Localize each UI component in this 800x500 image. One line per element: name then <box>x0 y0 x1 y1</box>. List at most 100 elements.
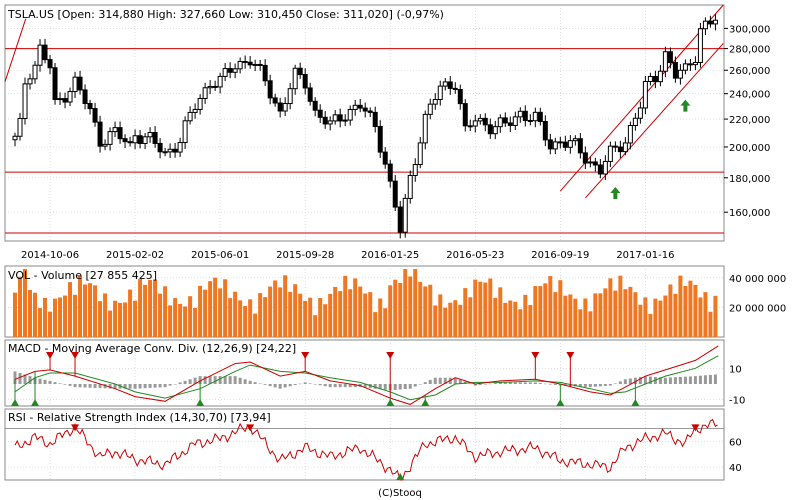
volume-bar <box>583 298 588 337</box>
candle-body <box>132 135 138 144</box>
candle-body <box>457 88 463 105</box>
macd-histogram-bar <box>613 383 617 384</box>
sell-signal-icon <box>71 424 80 432</box>
candle-body <box>267 80 273 99</box>
candle-body <box>422 113 428 144</box>
candle-body <box>657 70 663 83</box>
macd-histogram-bar <box>588 384 592 388</box>
candle-body <box>462 103 468 127</box>
macd-histogram-bar <box>468 383 472 385</box>
macd-histogram-bar <box>293 384 297 385</box>
volume-bar <box>53 298 58 337</box>
candle-body <box>442 81 448 87</box>
candle-body <box>192 108 198 113</box>
macd-histogram-bar <box>213 376 217 384</box>
volume-bar <box>403 268 408 337</box>
volume-bar <box>328 293 333 337</box>
macd-histogram-bar <box>68 384 72 386</box>
candle-body <box>202 87 208 99</box>
buy-signal-icon <box>556 399 565 406</box>
volume-bar <box>518 309 523 337</box>
candle-body <box>147 132 153 138</box>
sell-signal-icon <box>246 424 255 432</box>
volume-bar <box>443 307 448 337</box>
volume-bar <box>333 286 338 337</box>
macd-histogram-bar <box>318 384 322 386</box>
volume-bar <box>203 289 208 337</box>
volume-bar <box>623 289 628 337</box>
volume-bar <box>538 286 543 337</box>
volume-bar <box>68 282 73 337</box>
macd-histogram-bar <box>23 374 27 384</box>
macd-histogram-bar <box>473 384 477 386</box>
macd-histogram-bar <box>383 384 387 390</box>
sell-signal-icon <box>566 352 575 359</box>
x-tick-label: 2017-01-16 <box>616 250 674 261</box>
candle-body <box>57 98 63 101</box>
macd-histogram-bar <box>338 384 342 388</box>
price-y-tick-label: 160,000 <box>729 208 770 219</box>
candle-body <box>667 51 673 64</box>
candle-body <box>197 97 203 110</box>
volume-bar <box>183 306 188 337</box>
macd-histogram-bar <box>83 384 87 388</box>
macd-histogram-bar <box>153 384 157 388</box>
macd-histogram-bar <box>128 384 132 389</box>
price-y-tick-label: 280,000 <box>729 45 770 56</box>
x-tick-label: 2016-05-23 <box>446 250 504 261</box>
candle-body <box>212 85 218 88</box>
candle-body <box>437 85 443 101</box>
macd-histogram-bar <box>13 371 17 384</box>
volume-bar <box>533 286 538 337</box>
candle-body <box>582 152 588 164</box>
candle-body <box>62 98 68 103</box>
volume-bar <box>163 286 168 337</box>
volume-y-tick-label: 40 000 000 <box>729 274 786 285</box>
macd-histogram-bar <box>183 380 187 384</box>
macd-histogram-bar <box>258 383 262 384</box>
volume-bar <box>323 304 328 337</box>
candle-body <box>12 135 18 141</box>
volume-bar <box>233 291 238 337</box>
macd-histogram-bar <box>263 384 267 385</box>
volume-bar <box>278 287 283 337</box>
macd-histogram-bar <box>78 384 82 388</box>
candle-body <box>617 146 623 153</box>
candle-body <box>547 139 553 150</box>
candle-body <box>142 136 148 144</box>
macd-histogram-bar <box>198 376 202 384</box>
volume-bar <box>633 292 638 337</box>
macd-histogram-bar <box>308 383 312 384</box>
macd-histogram-bar <box>538 383 542 384</box>
volume-bar <box>83 284 88 337</box>
volume-bar <box>138 279 143 337</box>
volume-bar <box>363 293 368 337</box>
macd-histogram-bar <box>273 384 277 388</box>
volume-bar <box>113 300 118 337</box>
candle-body <box>67 91 73 103</box>
candle-body <box>177 142 183 153</box>
rsi-line <box>14 418 718 481</box>
candle-body <box>397 206 403 233</box>
macd-histogram-bar <box>38 378 42 384</box>
macd-histogram-bar <box>598 384 602 387</box>
macd-histogram-bar <box>173 384 177 385</box>
volume-bar <box>273 280 278 337</box>
candle-body <box>232 68 238 73</box>
macd-histogram-bar <box>178 382 182 384</box>
candle-body <box>677 69 683 79</box>
macd-histogram-bar <box>693 376 697 384</box>
candle-body <box>487 124 493 135</box>
macd-histogram-bar <box>458 379 462 384</box>
macd-histogram-bar <box>223 376 227 384</box>
macd-histogram-bar <box>663 377 667 384</box>
macd-histogram-bar <box>593 384 597 387</box>
candle-body <box>237 60 243 70</box>
candle-body <box>607 145 613 162</box>
candle-body <box>312 100 318 111</box>
price-panel-frame <box>4 4 725 242</box>
macd-histogram-bar <box>398 384 402 390</box>
macd-histogram-bar <box>123 384 127 389</box>
sell-signal-icon <box>386 352 395 359</box>
